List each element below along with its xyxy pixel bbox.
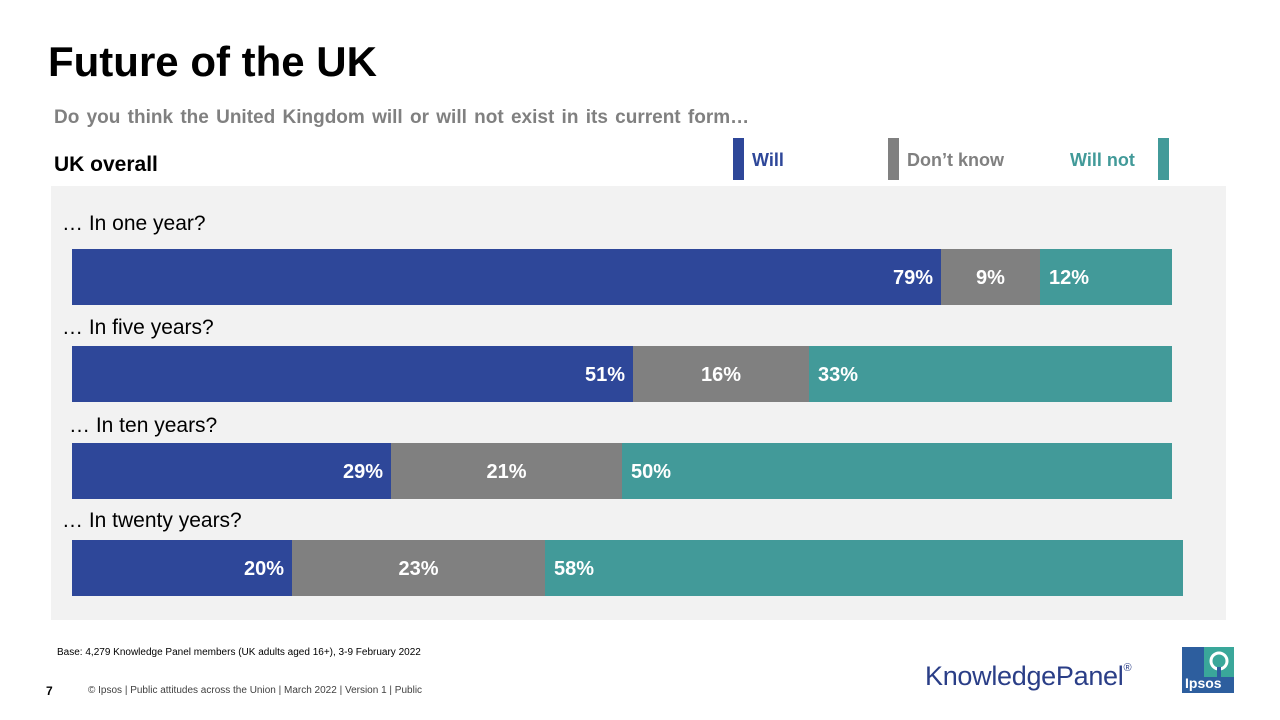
category-label: … In five years? xyxy=(62,316,214,339)
legend-label-will-not: Will not xyxy=(1070,150,1135,170)
bar-segment xyxy=(622,443,1172,499)
data-label: 33% xyxy=(818,364,858,386)
subgroup-label: UK overall xyxy=(54,153,158,176)
data-label: 21% xyxy=(486,461,526,483)
data-label: 20% xyxy=(244,558,284,580)
legend-swatch-will-not xyxy=(1158,138,1169,180)
bar-segment xyxy=(72,540,292,596)
category-label: … In one year? xyxy=(62,212,206,235)
data-label: 50% xyxy=(631,461,671,483)
bar-segment xyxy=(545,540,1183,596)
ipsos-logo-text: Ipsos xyxy=(1185,675,1222,691)
page-number: 7 xyxy=(46,684,53,698)
data-label: 9% xyxy=(976,267,1005,289)
data-label: 79% xyxy=(893,267,933,289)
legend-swatch-will xyxy=(733,138,744,180)
data-label: 29% xyxy=(343,461,383,483)
bar-segment xyxy=(72,249,941,305)
stacked-bar-chart: … In one year? 79% 9% 12% … In five years? 51… xyxy=(62,212,1183,596)
registered-mark: ® xyxy=(1123,662,1132,674)
chart-panel: … In one year? 79% 9% 12% … In five years? 51… xyxy=(51,186,1226,620)
bar-segment xyxy=(941,249,1040,305)
bar-segment xyxy=(809,346,1172,402)
category-label: … In twenty years? xyxy=(62,509,242,532)
category-label: … In ten years? xyxy=(69,414,217,437)
legend-label-will: Will xyxy=(752,150,784,170)
knowledgepanel-logo: KnowledgePanel® xyxy=(925,661,1132,692)
bar-segment xyxy=(292,540,545,596)
bar-segment xyxy=(72,346,633,402)
footer-text: © Ipsos | Public attitudes across the Un… xyxy=(88,685,423,696)
bar-segment xyxy=(72,443,391,499)
data-label: 12% xyxy=(1049,267,1089,289)
ipsos-mark-icon xyxy=(1204,647,1234,677)
base-note: Base: 4,279 Knowledge Panel members (UK … xyxy=(57,647,421,658)
bar-segment xyxy=(1040,249,1172,305)
bar-segment xyxy=(633,346,809,402)
survey-question: Do you think the United Kingdom will or … xyxy=(54,107,750,128)
bar-segment xyxy=(391,443,622,499)
ipsos-logo: Ipsos xyxy=(1182,647,1234,693)
data-label: 51% xyxy=(585,364,625,386)
knowledgepanel-logo-text: KnowledgePanel xyxy=(925,661,1124,691)
legend-label-dont-know: Don’t know xyxy=(907,150,1004,170)
data-label: 16% xyxy=(701,364,741,386)
data-label: 58% xyxy=(554,558,594,580)
data-label: 23% xyxy=(398,558,438,580)
legend-swatch-dont-know xyxy=(888,138,899,180)
page-title: Future of the UK xyxy=(48,38,377,85)
